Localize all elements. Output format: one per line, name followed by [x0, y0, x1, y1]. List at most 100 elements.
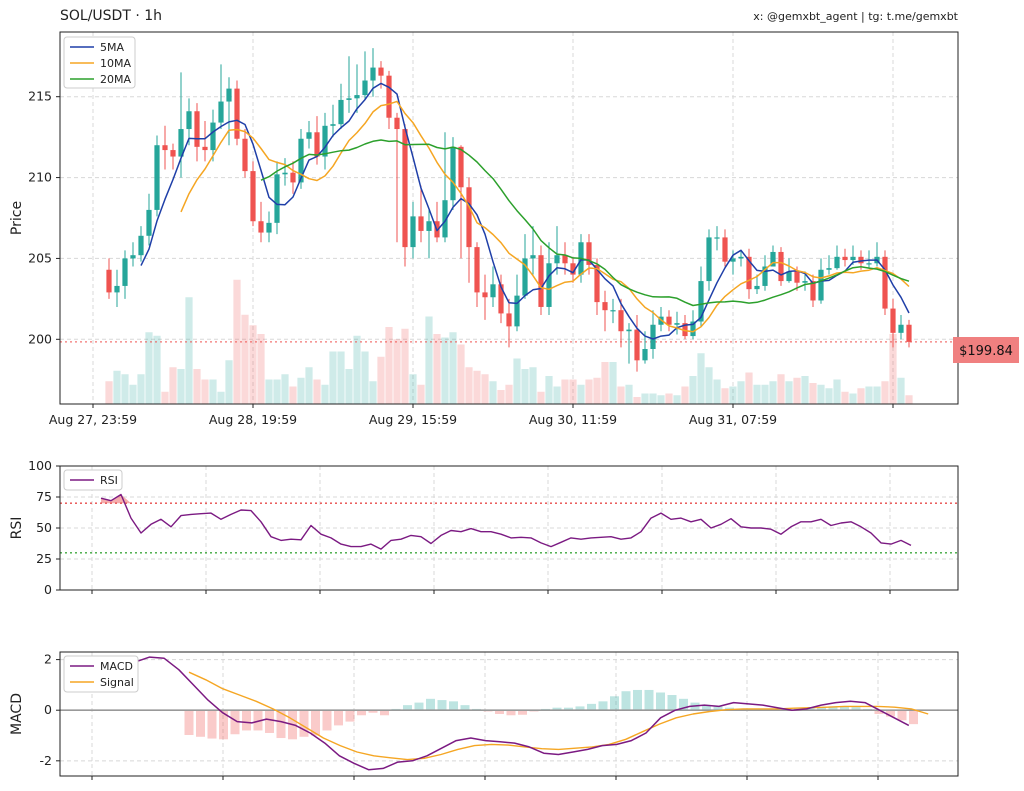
candle-body — [666, 316, 672, 325]
volume-bar — [481, 374, 489, 404]
candle-body — [130, 255, 136, 259]
candle-body — [450, 146, 456, 201]
volume-bar — [337, 351, 345, 404]
macd-ytick-label: 2 — [44, 652, 52, 667]
macd-histogram-bar — [357, 710, 366, 716]
volume-bar — [465, 367, 473, 404]
chart-title: SOL/USDT · 1h — [60, 8, 162, 24]
candle-body — [682, 323, 688, 337]
volume-bar — [705, 367, 713, 404]
candle-body — [242, 138, 248, 172]
volume-bar — [825, 388, 833, 404]
volume-bar — [761, 384, 769, 404]
candle-body — [322, 125, 328, 157]
candle-body — [482, 292, 488, 298]
rsi-ytick-label: 100 — [28, 458, 52, 473]
macd-histogram-bar — [575, 706, 585, 711]
candle-body — [722, 237, 728, 262]
macd-histogram-bar — [552, 707, 562, 711]
volume-bar — [593, 377, 601, 404]
macd-histogram-bar — [897, 710, 907, 721]
macd-histogram-bar — [403, 705, 412, 711]
candle-body — [570, 263, 576, 275]
volume-bar — [617, 386, 625, 404]
candle-body — [522, 258, 528, 296]
volume-bar — [857, 388, 865, 404]
volume-bar — [849, 393, 857, 404]
candle-body — [602, 302, 608, 311]
candle-body — [898, 324, 904, 333]
candle-body — [810, 281, 816, 301]
candle-body — [842, 256, 848, 261]
candle-body — [786, 271, 792, 282]
candle-body — [538, 255, 544, 307]
rsi-panel: 0 25 50 75 100 RSI RSI — [9, 458, 959, 597]
candle-body — [674, 323, 680, 325]
volume-bar — [225, 360, 233, 404]
volume-bar — [889, 334, 897, 404]
volume-bar — [177, 369, 185, 404]
volume-bar — [665, 393, 673, 404]
candle-body — [362, 80, 368, 96]
macd-histogram-bar — [805, 707, 815, 711]
macd-histogram-bar — [345, 710, 355, 722]
macd-histogram-bar — [587, 703, 596, 711]
candle-body — [170, 150, 176, 157]
macd-histogram-bar — [242, 710, 251, 731]
macd-histogram-bar — [265, 710, 274, 733]
candle-body — [138, 235, 144, 256]
signal-line — [188, 671, 929, 761]
macd-ytick-label: -2 — [40, 753, 52, 768]
macd-histogram-bar — [644, 689, 654, 711]
candle-body — [706, 237, 712, 282]
candle-body — [618, 310, 624, 332]
candle-body — [330, 124, 336, 126]
volume-bar — [409, 374, 417, 404]
macd-histogram-bar — [322, 710, 332, 731]
volume-bar — [569, 379, 577, 404]
macd-legend-box — [63, 655, 139, 693]
volume-bar — [729, 386, 737, 404]
volume-bar — [609, 362, 617, 404]
volume-bar — [153, 335, 161, 404]
candle-body — [730, 258, 736, 262]
macd-histogram-bar — [426, 698, 435, 711]
macd-histogram-bar — [207, 710, 217, 739]
volume-bar — [553, 386, 561, 404]
candle-body — [106, 269, 112, 293]
volume-bar — [329, 351, 337, 404]
price-xtick-label: Aug 30, 11:59 — [529, 412, 617, 427]
volume-bar — [505, 384, 513, 404]
macd-histogram-bar — [886, 710, 895, 717]
volume-bar — [745, 372, 753, 404]
macd-axis-label: MACD — [9, 693, 25, 735]
candle-body — [274, 174, 280, 223]
candle-body — [418, 216, 424, 231]
volume-bar — [345, 369, 353, 404]
candle-body — [794, 271, 800, 283]
price-legend-box — [63, 36, 136, 89]
volume-bar — [841, 391, 849, 404]
candle-body — [354, 95, 360, 99]
macd-histogram-bar — [495, 710, 504, 714]
price-xtick-label: Aug 28, 19:59 — [209, 412, 297, 427]
candle-body — [610, 310, 616, 312]
macd-histogram-bar — [817, 707, 826, 711]
price-xtick-label: Aug 31, 07:59 — [689, 412, 777, 427]
volume-bar — [385, 327, 393, 404]
legend-label: RSI — [100, 474, 118, 487]
volume-bar — [433, 334, 441, 404]
price-ytick-label: 210 — [28, 170, 52, 185]
macd-histogram-bar — [299, 710, 309, 737]
price-xtick-label: Aug 29, 15:59 — [369, 412, 457, 427]
price-legend: 5MA 10MA 20MA — [63, 36, 136, 89]
volume-bar — [321, 384, 329, 404]
macd-histogram-bar — [230, 710, 240, 735]
candle-body — [226, 88, 232, 102]
macd-histogram-bar — [667, 695, 677, 711]
candle-body — [474, 247, 480, 293]
volume-bar — [121, 374, 129, 404]
candle-body — [194, 111, 200, 147]
candle-body — [754, 285, 760, 290]
